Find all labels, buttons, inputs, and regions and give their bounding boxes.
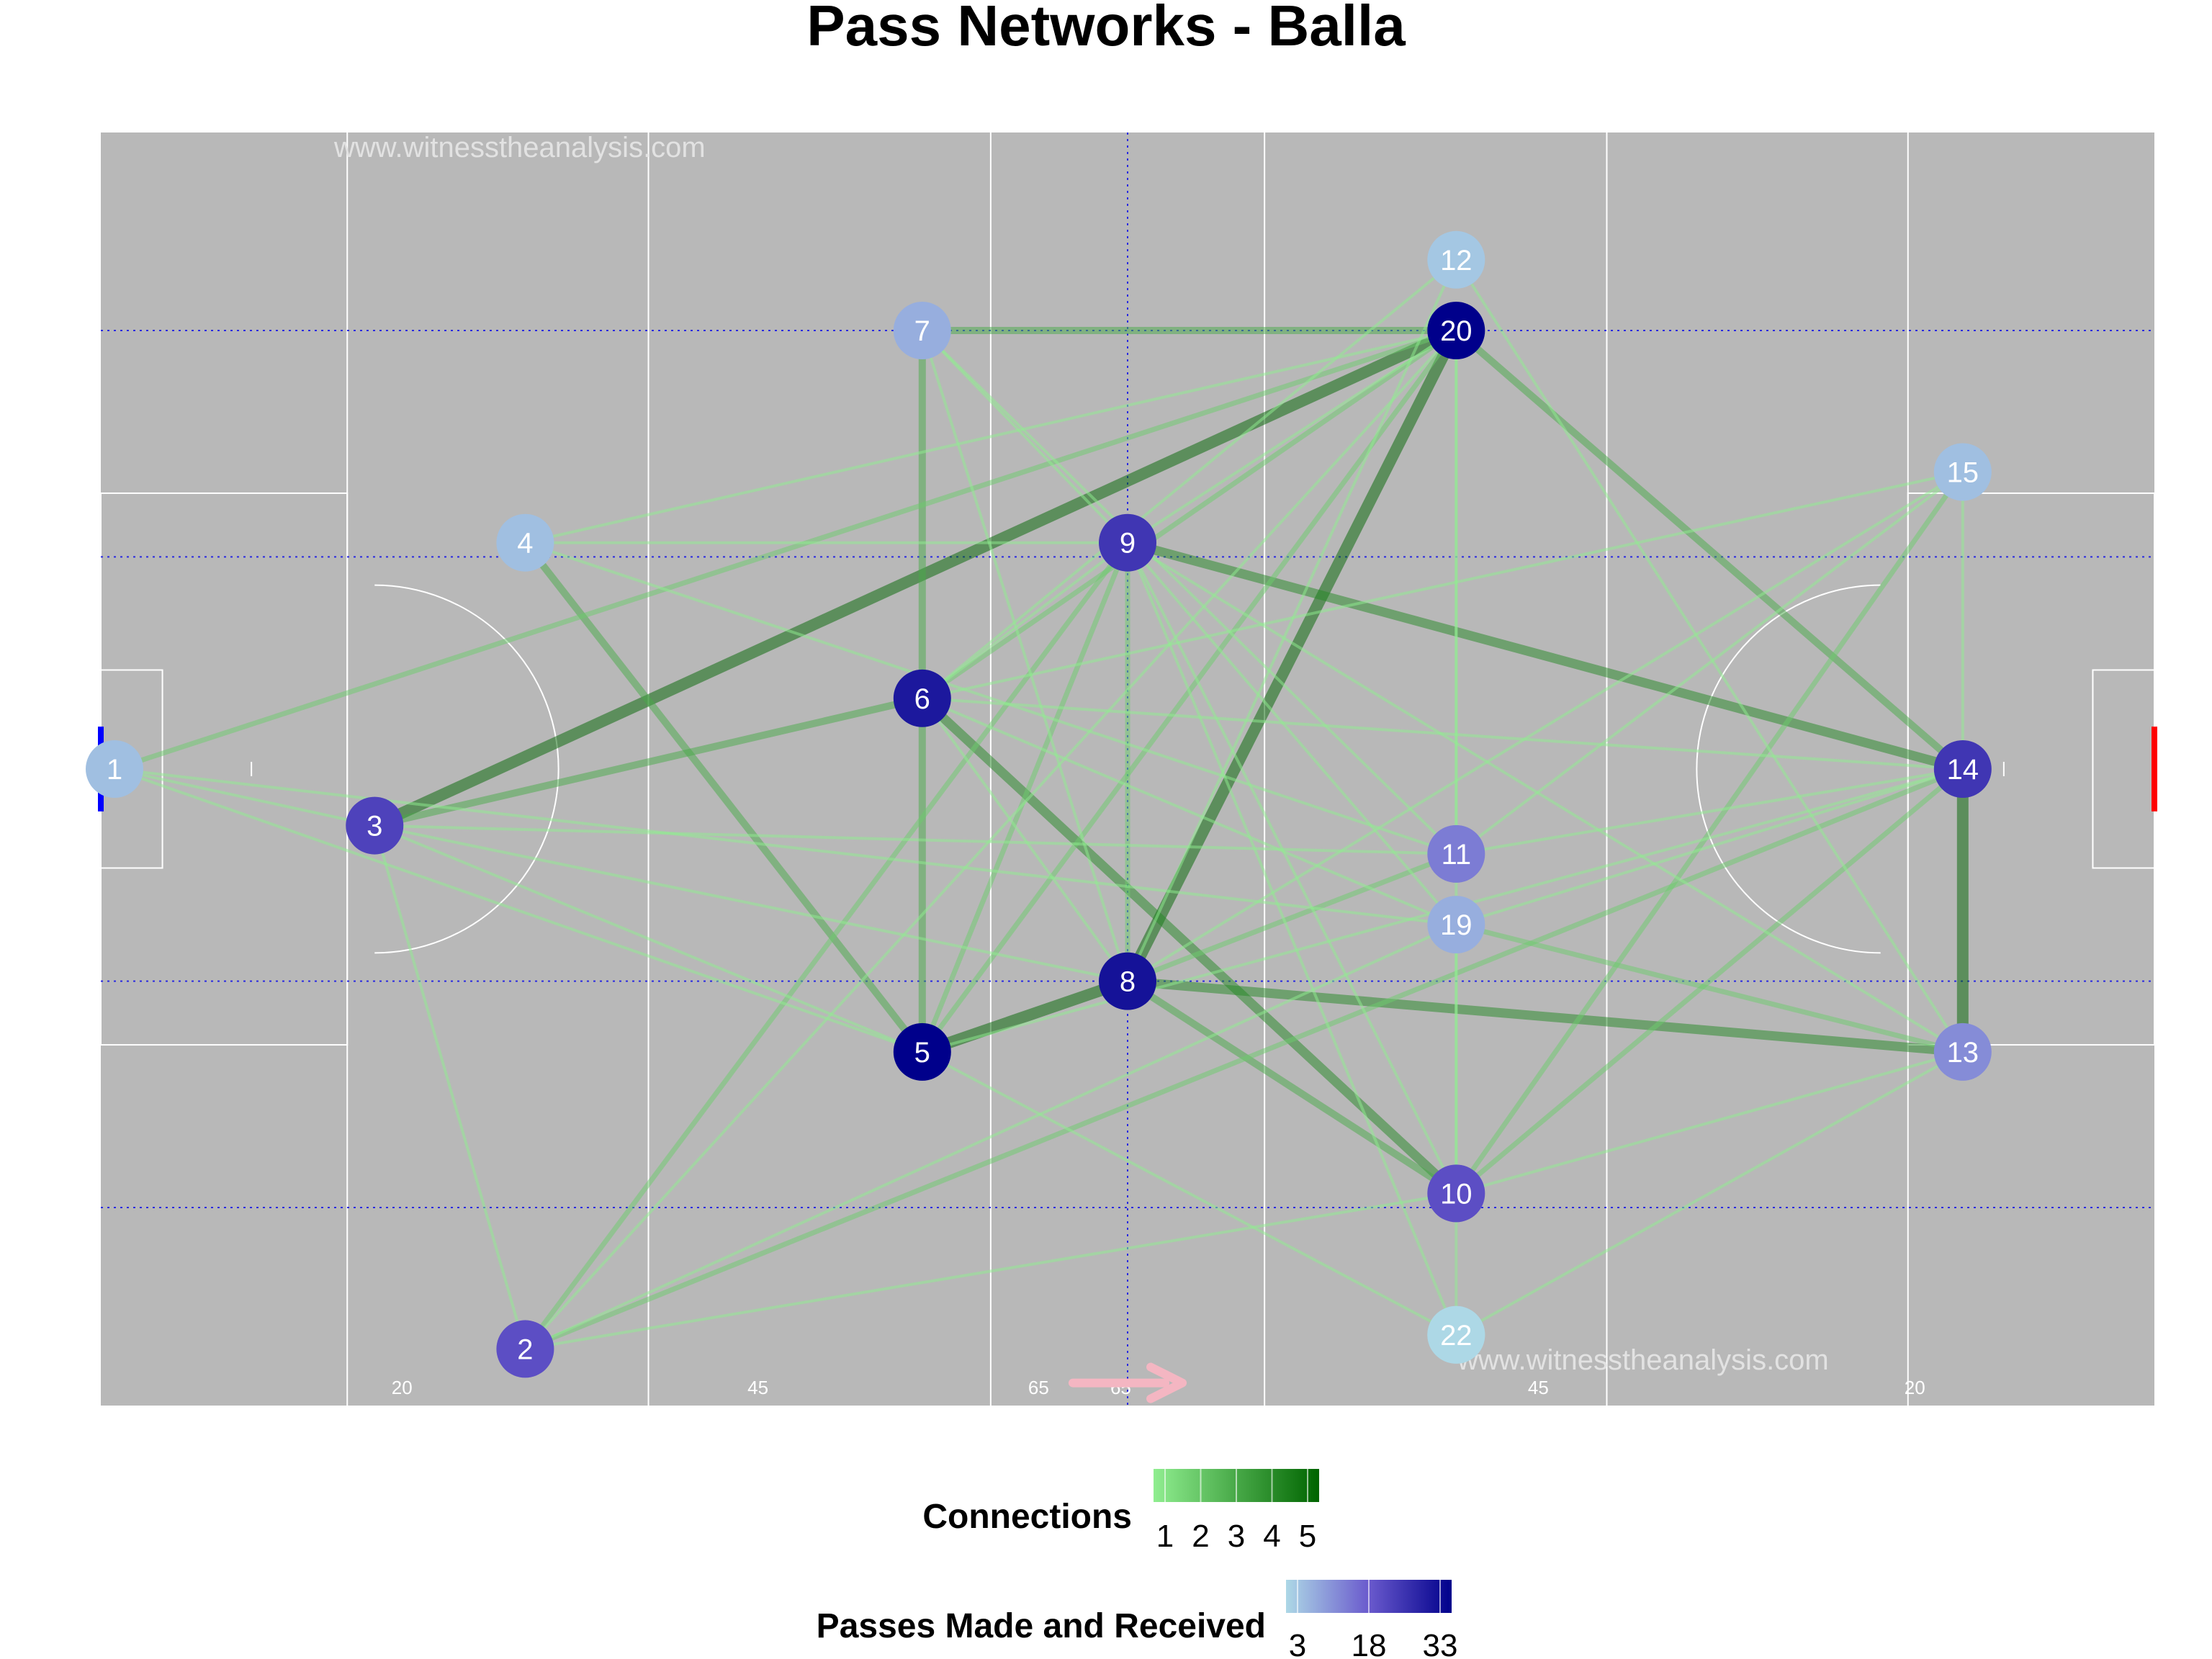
player-number: 19: [1440, 909, 1473, 941]
player-node-8[interactable]: 8: [1099, 953, 1156, 1010]
player-number: 14: [1947, 754, 1979, 786]
player-node-10[interactable]: 10: [1427, 1164, 1485, 1222]
player-node-22[interactable]: 22: [1427, 1306, 1485, 1364]
legend-connections-tick-label: 4: [1263, 1519, 1280, 1554]
player-number: 11: [1442, 839, 1472, 871]
player-node-12[interactable]: 12: [1427, 231, 1485, 289]
player-number: 5: [914, 1037, 930, 1069]
distance-label: 20: [392, 1377, 413, 1398]
player-number: 22: [1440, 1320, 1473, 1352]
player-node-19[interactable]: 19: [1427, 896, 1485, 953]
player-node-14[interactable]: 14: [1934, 740, 1992, 798]
distance-label: 45: [1528, 1377, 1549, 1398]
player-node-20[interactable]: 20: [1427, 302, 1485, 359]
player-node-2[interactable]: 2: [496, 1320, 554, 1377]
distance-label: 45: [747, 1377, 768, 1398]
legend-passes-tick-label: 18: [1352, 1628, 1387, 1659]
player-node-3[interactable]: 3: [346, 797, 403, 855]
player-node-9[interactable]: 9: [1099, 514, 1156, 572]
player-number: 15: [1947, 457, 1979, 488]
player-node-11[interactable]: 11: [1427, 825, 1485, 883]
player-number: 7: [914, 315, 930, 347]
legend-passes-tick-label: 33: [1423, 1628, 1458, 1659]
player-number: 9: [1120, 528, 1136, 559]
player-node-6[interactable]: 6: [894, 670, 951, 727]
legend-passes-title: Passes Made and Received: [817, 1607, 1266, 1645]
distance-label: 20: [1905, 1377, 1925, 1398]
player-node-13[interactable]: 13: [1934, 1023, 1992, 1081]
player-number: 10: [1440, 1178, 1473, 1210]
player-node-1[interactable]: 1: [86, 740, 143, 798]
distance-label: 65: [1028, 1377, 1049, 1398]
legend-connections-tick-label: 2: [1192, 1519, 1209, 1554]
player-node-5[interactable]: 5: [894, 1023, 951, 1081]
legend-passes-tick-label: 3: [1289, 1628, 1306, 1659]
watermark-top: www.witnesstheanalysis.com: [333, 132, 706, 163]
player-number: 12: [1440, 245, 1473, 276]
player-number: 4: [517, 528, 533, 559]
player-node-4[interactable]: 4: [496, 514, 554, 572]
player-number: 13: [1947, 1037, 1979, 1069]
player-number: 8: [1120, 966, 1136, 998]
legend-connections-title: Connections: [922, 1498, 1132, 1536]
player-number: 6: [914, 683, 930, 715]
player-number: 3: [367, 811, 382, 842]
legend-connections-tick-label: 5: [1299, 1519, 1316, 1554]
player-node-7[interactable]: 7: [894, 302, 951, 359]
legend-connections-tick-label: 3: [1228, 1519, 1245, 1554]
player-node-15[interactable]: 15: [1934, 443, 1992, 500]
watermark-bottom: www.witnesstheanalysis.com: [1457, 1344, 1829, 1376]
player-number: 20: [1440, 315, 1473, 347]
legend-connections-tick-label: 1: [1156, 1519, 1174, 1554]
player-number: 1: [107, 754, 122, 786]
player-number: 2: [517, 1334, 533, 1365]
